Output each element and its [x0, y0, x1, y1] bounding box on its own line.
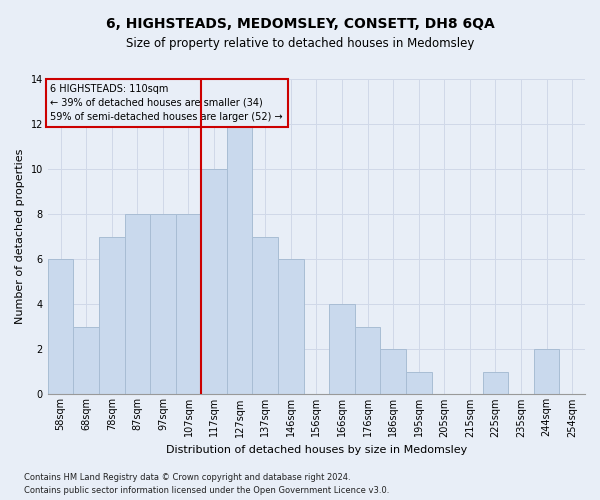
Bar — [176, 214, 201, 394]
Bar — [150, 214, 176, 394]
Bar — [227, 124, 253, 394]
Bar — [380, 350, 406, 395]
Text: 6 HIGHSTEADS: 110sqm
← 39% of detached houses are smaller (34)
59% of semi-detac: 6 HIGHSTEADS: 110sqm ← 39% of detached h… — [50, 84, 283, 122]
Text: Size of property relative to detached houses in Medomsley: Size of property relative to detached ho… — [126, 38, 474, 51]
Text: 6, HIGHSTEADS, MEDOMSLEY, CONSETT, DH8 6QA: 6, HIGHSTEADS, MEDOMSLEY, CONSETT, DH8 6… — [106, 18, 494, 32]
Bar — [99, 236, 125, 394]
Bar — [125, 214, 150, 394]
Bar — [482, 372, 508, 394]
Bar — [406, 372, 431, 394]
Bar — [278, 259, 304, 394]
Bar — [48, 259, 73, 394]
X-axis label: Distribution of detached houses by size in Medomsley: Distribution of detached houses by size … — [166, 445, 467, 455]
Bar — [329, 304, 355, 394]
Bar — [253, 236, 278, 394]
Bar — [534, 350, 559, 395]
Y-axis label: Number of detached properties: Number of detached properties — [15, 149, 25, 324]
Bar — [73, 327, 99, 394]
Bar — [355, 327, 380, 394]
Text: Contains public sector information licensed under the Open Government Licence v3: Contains public sector information licen… — [24, 486, 389, 495]
Bar — [201, 169, 227, 394]
Text: Contains HM Land Registry data © Crown copyright and database right 2024.: Contains HM Land Registry data © Crown c… — [24, 474, 350, 482]
